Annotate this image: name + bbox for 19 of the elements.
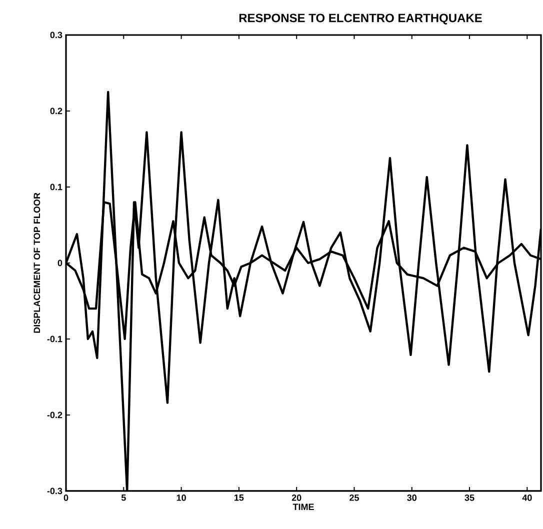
y-tick-label: 0.1 — [50, 184, 62, 190]
x-tick-label: 10 — [176, 494, 186, 501]
x-tick-label: 35 — [464, 494, 474, 501]
x-tick-label: 5 — [121, 494, 126, 501]
y-tick-label: -0.2 — [47, 412, 62, 418]
y-tick-label: -0.3 — [47, 488, 62, 494]
y-tick-label: -0.1 — [47, 336, 62, 342]
y-axis-title: DISPLACEMENT OF TOP FLOOR — [34, 192, 40, 333]
x-tick-label: 30 — [407, 494, 417, 501]
x-axis-title: TIME — [292, 504, 314, 510]
x-tick-label: 40 — [522, 494, 532, 501]
chart-title: RESPONSE TO ELCENTRO EARTHQUAKE — [239, 14, 482, 24]
x-tick-label: 25 — [350, 494, 359, 501]
y-tick-label: 0 — [58, 260, 62, 266]
x-tick-label: 0 — [64, 494, 68, 501]
x-tick-label: 15 — [234, 494, 244, 501]
y-tick-label: 0.3 — [50, 32, 62, 38]
y-tick-label: 0.2 — [50, 108, 62, 114]
x-tick-label: 20 — [292, 494, 302, 501]
